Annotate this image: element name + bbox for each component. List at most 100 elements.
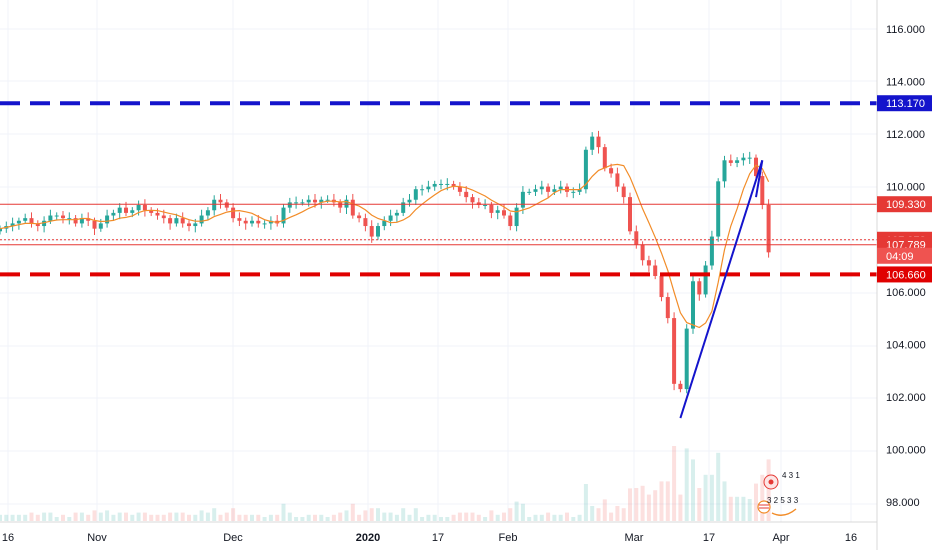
volume-bar <box>256 514 261 521</box>
candle-body <box>457 186 462 192</box>
volume-bar <box>722 481 727 521</box>
candle-body <box>628 197 632 232</box>
volume-bar <box>470 512 475 521</box>
candle-body <box>508 215 513 227</box>
volume-bar <box>539 514 544 521</box>
volume-bar <box>149 514 154 521</box>
candle-body <box>306 199 311 203</box>
candle-body <box>464 191 469 198</box>
candle-body <box>174 218 179 224</box>
volume-bars <box>0 446 771 521</box>
volume-bar <box>306 514 311 521</box>
time-tick-label: 2020 <box>356 532 380 544</box>
volume-bar <box>61 514 65 521</box>
volume-bar <box>596 508 601 521</box>
candle-body <box>111 212 116 216</box>
candle-body <box>224 202 229 208</box>
moving-average-line <box>0 163 770 329</box>
volume-bar <box>394 514 399 521</box>
volume-bar <box>16 514 21 521</box>
volume-bar <box>432 514 437 521</box>
candle-body <box>237 218 242 221</box>
candle-body <box>596 136 601 148</box>
volume-bar <box>73 512 78 521</box>
candle-body <box>590 136 595 150</box>
candle-body <box>294 202 299 204</box>
volume-bar <box>653 490 658 521</box>
candle-body <box>741 157 746 161</box>
candle-body <box>691 281 695 329</box>
candle-body <box>193 223 198 227</box>
candle-body <box>205 210 210 216</box>
volume-bar <box>420 517 425 521</box>
horizontal-levels[interactable] <box>0 101 877 277</box>
event-marker-dot-icon <box>768 479 774 485</box>
candle-body <box>470 197 475 203</box>
price-badge <box>877 95 932 112</box>
candle-body <box>231 207 236 219</box>
candle-body <box>665 297 670 319</box>
candle-body <box>287 202 292 208</box>
volume-bar <box>483 517 488 521</box>
candle-body <box>369 226 374 237</box>
volume-bar <box>747 499 752 521</box>
volume-bar <box>0 514 2 521</box>
price-badge-label: 113.170 <box>886 98 925 110</box>
volume-bar <box>672 446 677 521</box>
candle-body <box>363 218 368 227</box>
volume-bar <box>628 488 632 521</box>
event-markers[interactable]: 4 3 1 3 2 5 3 3 <box>757 471 800 516</box>
candle-body <box>117 207 122 213</box>
volume-bar <box>224 512 229 521</box>
candle-body <box>646 260 651 266</box>
volume-bar <box>533 514 538 521</box>
flag-marker-icon[interactable] <box>757 500 771 514</box>
candle-body <box>621 186 626 198</box>
candle-body <box>577 189 582 192</box>
volume-bar <box>602 499 607 521</box>
candle-body <box>413 189 418 200</box>
candle-body <box>558 186 563 190</box>
volume-bar <box>124 512 128 521</box>
trendline[interactable] <box>679 159 764 419</box>
volume-bar <box>709 474 714 521</box>
candle-body <box>256 220 261 224</box>
volume-bar <box>659 481 664 521</box>
trendlines[interactable] <box>679 159 764 419</box>
candle-body <box>54 215 59 217</box>
volume-bar <box>363 510 368 521</box>
time-tick-label: Mar <box>625 532 644 544</box>
volume-bar <box>407 514 412 521</box>
candle-body <box>142 205 147 211</box>
volume-bar <box>136 512 141 521</box>
candle-body <box>10 223 15 227</box>
volume-bar <box>23 514 28 521</box>
volume-bar <box>728 496 733 521</box>
candle-body <box>735 160 740 163</box>
candle-body <box>527 191 532 193</box>
time-tick-label: 17 <box>432 532 444 544</box>
trendline[interactable] <box>755 160 764 198</box>
candle-body <box>149 210 154 213</box>
time-tick-label: Apr <box>772 532 789 544</box>
price-tick-label: 106.000 <box>886 287 926 299</box>
candle-body <box>747 157 752 159</box>
price-badge-label: 109.330 <box>886 199 926 211</box>
volume-bar <box>161 514 166 521</box>
price-badge-label: 106.660 <box>886 269 926 281</box>
volume-bar <box>754 483 758 521</box>
volume-bar <box>67 517 72 521</box>
candle-body <box>35 223 40 227</box>
volume-bar <box>590 506 595 521</box>
volume-bar <box>634 488 639 521</box>
volume-bar <box>665 481 670 521</box>
volume-bar <box>35 514 40 521</box>
candle-body <box>319 199 324 203</box>
volume-bar <box>54 517 59 521</box>
candle-body <box>281 207 286 224</box>
candle-body <box>180 218 185 224</box>
candle-body <box>445 183 450 185</box>
